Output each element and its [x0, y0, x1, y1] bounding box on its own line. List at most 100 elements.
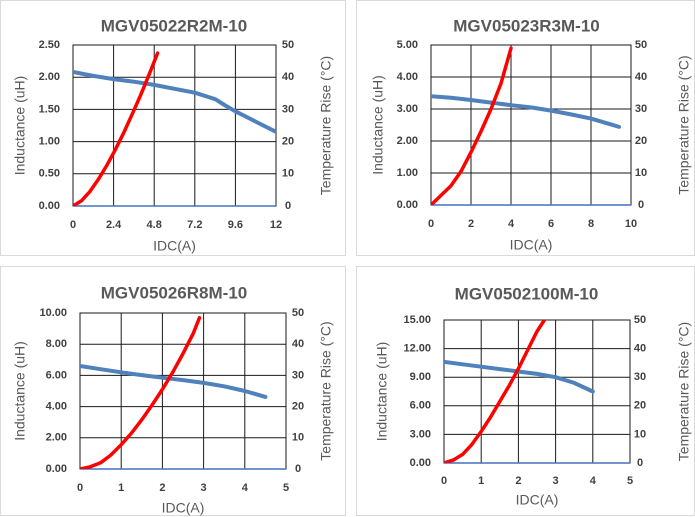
- chart-panel-2: MGV05023R3M-10 0 2 4 6 8 10 0.00 1.00 2.00 3.00 4.0…: [356, 0, 695, 256]
- x-tick-label: 4.8: [147, 219, 162, 231]
- temperature-rise-line: [444, 320, 547, 463]
- x-tick-label: 2: [468, 218, 474, 230]
- y-axis-label: Inductance (uH): [12, 341, 28, 441]
- y2-tick-label: 50: [292, 307, 304, 319]
- y2-tick-label: 40: [634, 343, 646, 355]
- x-axis-label: IDC(A): [153, 238, 196, 254]
- y2-tick-label: 40: [292, 338, 304, 350]
- chart-title: MGV05022R2M-10: [101, 16, 247, 35]
- x-tick-label: 7.2: [187, 219, 202, 231]
- y2-tick-label: 50: [282, 39, 294, 51]
- y-axis-label: Inductance (uH): [374, 342, 390, 442]
- x-tick-label: 5: [283, 482, 289, 494]
- plot-frame: [430, 44, 632, 206]
- x-axis-label: IDC(A): [516, 492, 559, 508]
- y2-tick-label: 30: [635, 103, 647, 115]
- x-tick-label: 1: [478, 475, 484, 487]
- x-tick-label: 8: [588, 218, 594, 230]
- y-tick-label: 15.00: [403, 314, 431, 326]
- y2-tick-label: 10: [634, 428, 646, 440]
- x-axis-label: IDC(A): [162, 500, 205, 516]
- chart-panel-3: MGV05026R8M-10 0 1 2 3 4 5 0.00 2.00 4.00 6.00 8.00…: [0, 266, 346, 516]
- x-tick-label: 6: [548, 218, 554, 230]
- y-tick-label: 6.00: [410, 400, 431, 412]
- chart-title: MGV05026R8M-10: [101, 283, 247, 302]
- y-tick-label: 12.00: [403, 343, 431, 355]
- y-tick-label: 0.00: [397, 199, 418, 211]
- y-tick-label: 2.00: [397, 135, 418, 147]
- y-tick-label: 8.00: [46, 338, 67, 350]
- inductance-line: [431, 94, 621, 129]
- y-axis-label: Inductance (uH): [370, 75, 386, 175]
- y2-tick-label: 20: [634, 400, 646, 412]
- y2-tick-label: 30: [634, 371, 646, 383]
- plot-frame: [72, 44, 277, 207]
- temperature-rise-line: [431, 46, 513, 205]
- y-tick-label: 5.00: [397, 39, 418, 51]
- y2-tick-label: 50: [635, 39, 647, 51]
- y-tick-label: 0.00: [39, 200, 60, 212]
- x-tick-label: 2.4: [106, 219, 122, 231]
- chart-panel-4: MGV0502100M-10 0 1 2 3 4 5 0.00 3.00 6.00 9.00 12.0…: [356, 266, 695, 516]
- inductance-line: [73, 70, 276, 134]
- chart-svg-2: MGV05023R3M-10 0 2 4 6 8 10 0.00 1.00 2.00 3.00 4.0…: [370, 16, 692, 253]
- y2-tick-label: 0: [285, 200, 291, 212]
- x-tick-label: 10: [625, 218, 637, 230]
- y2-tick-label: 20: [282, 136, 294, 148]
- y-tick-label: 3.00: [397, 103, 418, 115]
- y2-axis-label: Temperature Rise (°C): [318, 321, 334, 460]
- y-tick-label: 2.00: [46, 432, 67, 444]
- y2-tick-label: 20: [292, 401, 304, 413]
- x-tick-label: 4: [508, 218, 515, 230]
- y2-tick-label: 0: [295, 463, 301, 475]
- y-tick-label: 6.00: [46, 369, 67, 381]
- x-tick-label: 0: [441, 475, 447, 487]
- y2-tick-label: 0: [637, 457, 643, 469]
- y-tick-label: 4.00: [46, 401, 67, 413]
- y2-tick-label: 10: [292, 432, 304, 444]
- y2-tick-label: 10: [635, 167, 647, 179]
- chart-svg-4: MGV0502100M-10 0 1 2 3 4 5 0.00 3.00 6.00 9.00 12.0…: [374, 284, 692, 508]
- x-tick-label: 0: [428, 218, 434, 230]
- x-axis-label: IDC(A): [510, 237, 553, 253]
- x-tick-label: 0: [70, 219, 76, 231]
- chart-title: MGV05023R3M-10: [453, 16, 599, 35]
- y-tick-label: 3.00: [410, 428, 431, 440]
- y2-tick-label: 30: [292, 369, 304, 381]
- y2-tick-label: 40: [635, 71, 647, 83]
- y-tick-label: 1.00: [39, 136, 60, 148]
- x-tick-label: 0: [77, 482, 83, 494]
- y-tick-label: 0.00: [410, 457, 431, 469]
- y2-tick-label: 50: [634, 314, 646, 326]
- y-tick-label: 1.50: [39, 103, 60, 115]
- y-tick-label: 0.50: [39, 168, 60, 180]
- x-tick-label: 1: [118, 482, 124, 494]
- y-tick-label: 2.00: [39, 71, 60, 83]
- y2-axis-label: Temperature Rise (°C): [318, 56, 334, 195]
- x-tick-label: 4: [242, 482, 249, 494]
- y2-tick-label: 10: [282, 168, 294, 180]
- chart-panel-1: MGV05022R2M-10 0 2.4 4.8 7.2 9.6 12 0.00 0.50 1.0…: [0, 0, 346, 256]
- y2-tick-label: 20: [635, 135, 647, 147]
- y-tick-label: 10.00: [39, 307, 67, 319]
- y-axis-label: Inductance (uH): [12, 76, 28, 176]
- y2-axis-label: Temperature Rise (°C): [676, 55, 692, 194]
- y-tick-label: 1.00: [397, 167, 418, 179]
- temperature-rise-line: [80, 315, 202, 469]
- x-tick-label: 9.6: [228, 219, 243, 231]
- y2-tick-label: 40: [282, 71, 294, 83]
- x-tick-label: 12: [270, 219, 282, 231]
- inductance-line: [80, 364, 268, 399]
- chart-svg-1: MGV05022R2M-10 0 2.4 4.8 7.2 9.6 12 0.00 0.50 1.0…: [12, 16, 334, 254]
- y2-tick-label: 30: [282, 103, 294, 115]
- y-tick-label: 0.00: [46, 463, 67, 475]
- x-tick-label: 2: [515, 475, 521, 487]
- x-tick-label: 3: [201, 482, 207, 494]
- y-tick-label: 9.00: [410, 371, 431, 383]
- plot-frame: [79, 312, 287, 470]
- x-tick-label: 5: [627, 475, 633, 487]
- x-tick-label: 4: [590, 475, 597, 487]
- x-tick-label: 2: [159, 482, 165, 494]
- x-tick-label: 3: [553, 475, 559, 487]
- y2-axis-label: Temperature Rise (°C): [676, 322, 692, 461]
